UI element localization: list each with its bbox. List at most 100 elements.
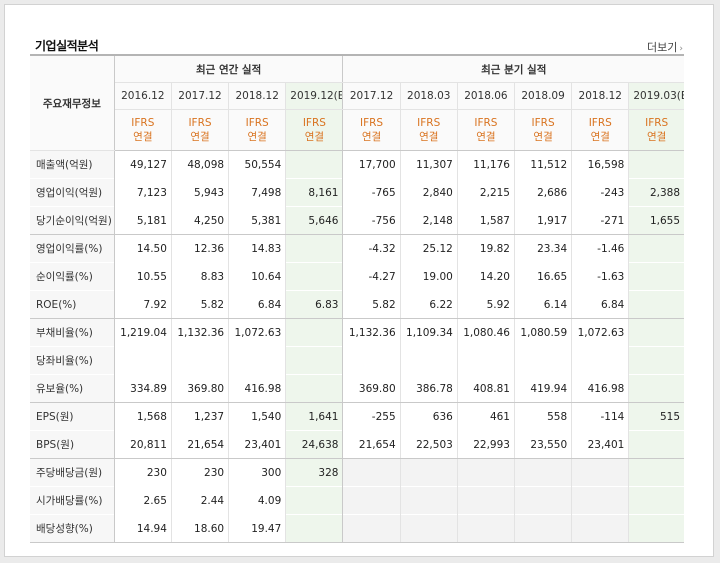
more-link[interactable]: 더보기 › [647, 39, 683, 55]
ifrs-badge: IFRS 연결 [628, 109, 684, 151]
table-row: 순이익률(%) 10.55 8.83 10.64 -4.27 19.00 14.20 16.6… [30, 262, 684, 291]
table-cell: 1,641 [285, 402, 344, 431]
ifrs-label: IFRS [588, 117, 612, 129]
consolidated-label: 연결 [590, 131, 610, 143]
period-header: 2018.06 [457, 82, 515, 110]
table-cell: 461 [457, 402, 515, 431]
table-cell: 2,686 [514, 178, 573, 207]
consolidated-label: 연결 [533, 131, 553, 143]
table-cell: 20,811 [114, 430, 172, 459]
table-cell: 24,638 [285, 430, 344, 459]
table-cell: 1,132.36 [342, 318, 401, 347]
table-row: BPS(원) 20,811 21,654 23,401 24,638 21,654 22,5… [30, 430, 684, 459]
table-cell [628, 430, 684, 459]
row-label: 유보율(%) [30, 374, 115, 403]
table-cell: 49,127 [114, 150, 172, 179]
period-header: 2019.12(E) [285, 82, 344, 110]
table-cell [285, 514, 344, 543]
table-cell [628, 374, 684, 403]
table-cell [285, 346, 344, 375]
table-cell [400, 458, 458, 487]
table-cell: -1.46 [571, 234, 630, 263]
consolidated-label: 연결 [190, 131, 210, 143]
consolidated-label: 연결 [419, 131, 439, 143]
table-row: EPS(원) 1,568 1,237 1,540 1,641 -255 636 461 558-… [30, 402, 684, 431]
table-cell [457, 458, 515, 487]
table-cell: 5.82 [342, 290, 401, 319]
table-cell: 6.83 [285, 290, 344, 319]
table-cell [571, 458, 630, 487]
table-cell [342, 514, 401, 543]
table-cell: 5.82 [171, 290, 230, 319]
ifrs-label: IFRS [531, 117, 555, 129]
table-row: 주당배당금(원) 230 230 300 328 [30, 458, 684, 487]
table-cell: 23,550 [514, 430, 573, 459]
table-cell [514, 346, 573, 375]
table-cell: 8,161 [285, 178, 344, 207]
row-label: EPS(원) [30, 402, 115, 431]
table-cell: 2,388 [628, 178, 684, 207]
table-cell: 7,498 [228, 178, 287, 207]
table-cell [285, 486, 344, 515]
table-cell: 16.65 [514, 262, 573, 291]
table-cell [628, 234, 684, 263]
table-cell [514, 486, 573, 515]
table-cell: 416.98 [571, 374, 630, 403]
ifrs-label: IFRS [302, 117, 326, 129]
period-header: 2018.09 [514, 82, 573, 110]
table-cell: 1,917 [514, 206, 573, 235]
table-cell: 17,700 [342, 150, 401, 179]
table-cell: 230 [171, 458, 230, 487]
table-cell: 2.44 [171, 486, 230, 515]
row-label: 당기순이익(억원) [30, 206, 115, 235]
table-cell: 300 [228, 458, 287, 487]
table-cell: 19.47 [228, 514, 287, 543]
table-row: ROE(%) 7.92 5.82 6.84 6.83 5.82 6.22 5.92 6.14 6.… [30, 290, 684, 319]
row-label: 주당배당금(원) [30, 458, 115, 487]
consolidated-label: 연결 [476, 131, 496, 143]
table-row: 매출액(억원) 49,127 48,098 50,554 17,700 11,307 11,… [30, 150, 684, 179]
table-cell: 1,540 [228, 402, 287, 431]
table-cell [457, 346, 515, 375]
table-cell: -1.63 [571, 262, 630, 291]
ifrs-label: IFRS [645, 117, 669, 129]
row-label: ROE(%) [30, 290, 115, 319]
row-label: 매출액(억원) [30, 150, 115, 179]
period-header: 2017.12 [171, 82, 230, 110]
table-cell: 8.83 [171, 262, 230, 291]
table-cell: -271 [571, 206, 630, 235]
ifrs-badge: IFRS 연결 [571, 109, 630, 151]
table-row: 당기순이익(억원) 5,181 4,250 5,381 5,646 -756 2,148 1,… [30, 206, 684, 235]
table-cell: 23,401 [228, 430, 287, 459]
table-cell: 2.65 [114, 486, 172, 515]
table-cell: 14.20 [457, 262, 515, 291]
table-cell [628, 346, 684, 375]
table-cell [628, 262, 684, 291]
table-cell: -255 [342, 402, 401, 431]
table-cell: 6.84 [571, 290, 630, 319]
table-cell: -756 [342, 206, 401, 235]
table-cell: 19.82 [457, 234, 515, 263]
table-cell: 16,598 [571, 150, 630, 179]
table-cell: -4.32 [342, 234, 401, 263]
table-cell: -4.27 [342, 262, 401, 291]
row-label: 순이익률(%) [30, 262, 115, 291]
table-row: 영업이익률(%) 14.50 12.36 14.83 -4.32 25.12 19.82 23… [30, 234, 684, 263]
table-cell: 14.94 [114, 514, 172, 543]
period-header: 2018.12 [228, 82, 287, 110]
table-cell: 4.09 [228, 486, 287, 515]
table-cell [171, 346, 230, 375]
table-row: 부채비율(%) 1,219.04 1,132.36 1,072.63 1,132.36 1… [30, 318, 684, 347]
table-cell [342, 458, 401, 487]
table-cell: 1,132.36 [171, 318, 230, 347]
table-cell [285, 234, 344, 263]
table-cell: 1,568 [114, 402, 172, 431]
table-cell: 328 [285, 458, 344, 487]
table-row: 영업이익(억원) 7,123 5,943 7,498 8,161 -765 2,840 2,2… [30, 178, 684, 207]
row-label: 배당성향(%) [30, 514, 115, 543]
table-cell: 21,654 [171, 430, 230, 459]
row-label: 영업이익(억원) [30, 178, 115, 207]
table-cell: 2,148 [400, 206, 458, 235]
table-cell: 334.89 [114, 374, 172, 403]
table-cell: -114 [571, 402, 630, 431]
